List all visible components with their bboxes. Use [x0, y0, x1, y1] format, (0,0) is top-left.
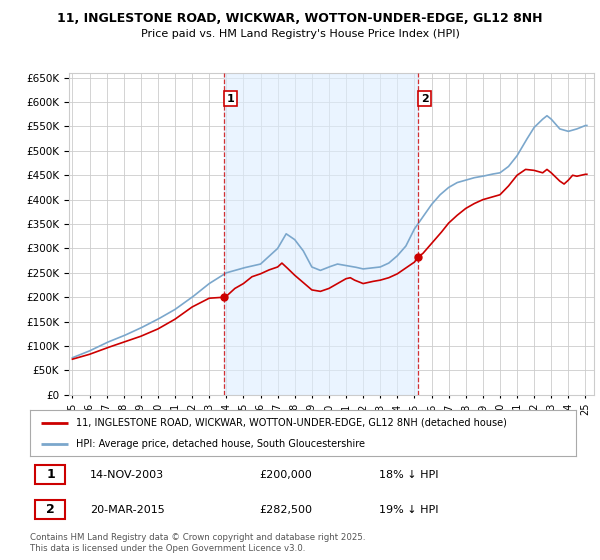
Text: 18% ↓ HPI: 18% ↓ HPI	[379, 470, 439, 479]
Text: £200,000: £200,000	[259, 470, 312, 479]
Text: 19% ↓ HPI: 19% ↓ HPI	[379, 505, 439, 515]
Text: 1: 1	[227, 94, 235, 104]
Text: £282,500: £282,500	[259, 505, 313, 515]
Bar	[35, 465, 65, 484]
Text: 11, INGLESTONE ROAD, WICKWAR, WOTTON-UNDER-EDGE, GL12 8NH (detached house): 11, INGLESTONE ROAD, WICKWAR, WOTTON-UND…	[76, 418, 507, 428]
Text: HPI: Average price, detached house, South Gloucestershire: HPI: Average price, detached house, Sout…	[76, 439, 365, 449]
Bar	[35, 500, 65, 520]
Text: 14-NOV-2003: 14-NOV-2003	[90, 470, 164, 479]
Text: Contains HM Land Registry data © Crown copyright and database right 2025.
This d: Contains HM Land Registry data © Crown c…	[30, 533, 365, 553]
Text: 11, INGLESTONE ROAD, WICKWAR, WOTTON-UNDER-EDGE, GL12 8NH: 11, INGLESTONE ROAD, WICKWAR, WOTTON-UND…	[57, 12, 543, 25]
Text: 1: 1	[46, 468, 55, 481]
Text: Price paid vs. HM Land Registry's House Price Index (HPI): Price paid vs. HM Land Registry's House …	[140, 29, 460, 39]
Text: 2: 2	[421, 94, 428, 104]
Bar	[224, 73, 418, 395]
Text: 2: 2	[46, 503, 55, 516]
Text: 20-MAR-2015: 20-MAR-2015	[90, 505, 165, 515]
